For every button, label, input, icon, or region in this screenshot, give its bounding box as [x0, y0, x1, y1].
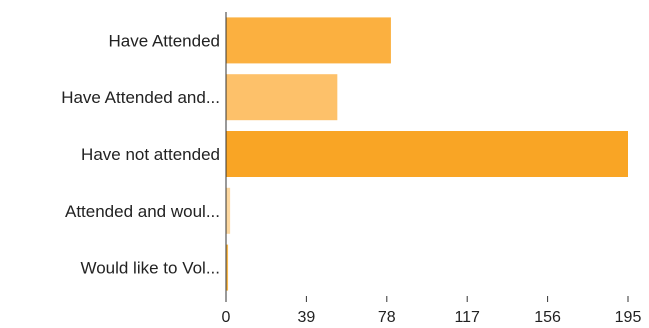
- x-tick-label-2: 78: [378, 309, 396, 326]
- bar-0: [226, 17, 391, 64]
- category-labels: Have Attended Have Attended and... Have no…: [61, 31, 220, 277]
- x-tick-label-5: 195: [615, 309, 642, 326]
- category-label-2: Have not attended: [81, 145, 220, 164]
- x-tick-label-4: 156: [534, 309, 561, 326]
- category-label-0: Have Attended: [108, 31, 220, 50]
- bar-1: [226, 74, 338, 121]
- x-tick-label-0: 0: [222, 309, 231, 326]
- bar-2: [226, 131, 628, 177]
- bar-3: [226, 187, 231, 234]
- x-axis-ticks: 0 39 78 117 156 195: [222, 296, 642, 326]
- x-tick-label-1: 39: [298, 309, 316, 326]
- category-label-1: Have Attended and...: [61, 88, 220, 107]
- bar-4: [226, 244, 229, 291]
- category-label-4: Would like to Vol...: [80, 259, 220, 278]
- category-label-3: Attended and woul...: [65, 202, 220, 221]
- x-tick-label-3: 117: [454, 309, 480, 326]
- bars-group: [226, 17, 628, 291]
